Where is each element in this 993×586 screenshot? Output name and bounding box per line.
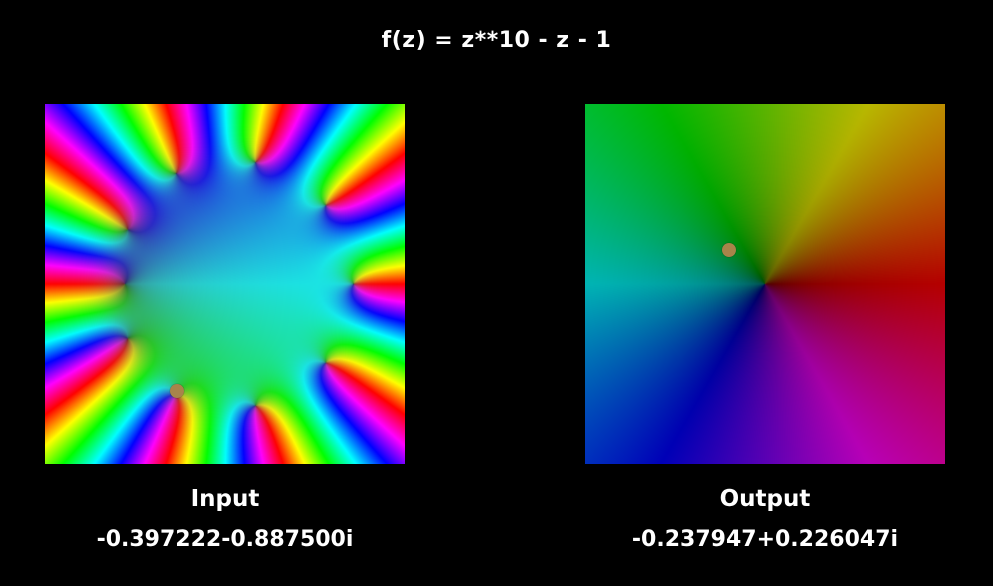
input-label: Input [190,486,260,512]
input-domain-coloring [45,104,405,464]
output-point-marker[interactable] [722,243,737,258]
output-value: -0.237947+0.226047i [631,527,899,552]
function-title: f(z) = z**10 - z - 1 [381,28,612,53]
output-domain-plot[interactable] [585,104,945,464]
output-label: Output [719,486,811,512]
input-value: -0.397222-0.887500i [96,527,354,552]
output-domain-coloring [585,104,945,464]
input-domain-plot[interactable] [45,104,405,464]
input-point-marker[interactable] [170,383,185,398]
